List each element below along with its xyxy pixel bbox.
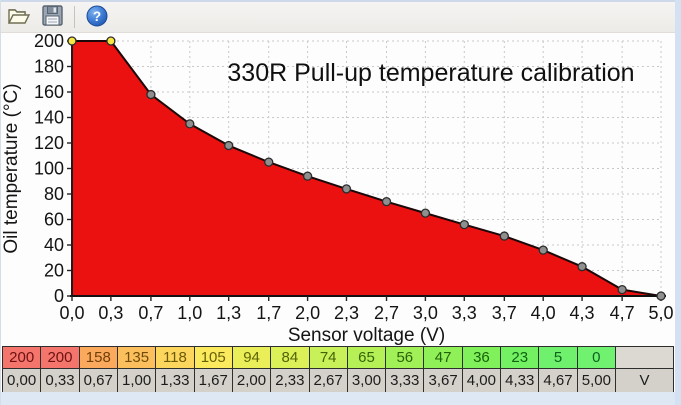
temp-cell-9[interactable]: 65: [347, 347, 387, 369]
x-tick-label: 0,3: [98, 303, 123, 323]
x-axis-title: Sensor voltage (V): [288, 325, 445, 346]
data-point-12[interactable]: [538, 245, 548, 255]
temp-cell-2[interactable]: 158: [79, 347, 118, 369]
voltage-cell-0[interactable]: 0,00: [3, 369, 42, 392]
temp-cell-8[interactable]: 74: [309, 347, 348, 369]
x-tick-label: 4,3: [570, 303, 595, 323]
calibration-table: 200 200 158 135 118 105 94 84 74 65 56 47 36 23 5 0 0,00…: [2, 346, 674, 392]
empty-cell: [616, 347, 673, 369]
temp-cell-7[interactable]: 84: [271, 347, 310, 369]
voltage-cell-10[interactable]: 3,33: [386, 369, 425, 392]
voltage-cell-7[interactable]: 2,33: [271, 369, 310, 392]
voltage-cell-6[interactable]: 2,00: [232, 369, 272, 392]
window-top-edge: [1, 0, 681, 2]
data-point-6[interactable]: [302, 171, 313, 181]
y-tick-label: 60: [44, 210, 64, 230]
voltage-cell-13[interactable]: 4,33: [501, 369, 540, 392]
help-button[interactable]: ?: [84, 5, 110, 29]
y-tick-label: 160: [34, 82, 64, 102]
chart-canvas: 0,0 0,3 0,7 1,0 1,3 1,7 2,0 2,3 2,7 3,0 3,3 3,7 4,0 4…: [1, 31, 674, 346]
temp-cell-5[interactable]: 105: [194, 347, 233, 369]
data-point-9[interactable]: [420, 208, 431, 218]
x-tick-label: 4,0: [531, 303, 556, 323]
voltage-cell-4[interactable]: 1,33: [156, 369, 195, 392]
unit-cell: V: [616, 369, 673, 392]
x-tick-label: 4,7: [610, 303, 635, 323]
y-tick-label: 80: [44, 184, 64, 204]
data-point-14[interactable]: [617, 284, 627, 295]
temp-cell-12[interactable]: 36: [462, 347, 502, 369]
data-point-2[interactable]: [146, 89, 156, 100]
x-tick-label: 2,0: [295, 303, 320, 323]
save-button[interactable]: [39, 5, 65, 29]
data-point-15[interactable]: [656, 291, 666, 301]
chart-title: 330R Pull-up temperature calibration: [227, 59, 634, 87]
y-tick-label: 140: [34, 108, 64, 128]
data-point-0[interactable]: [67, 36, 77, 46]
temp-cell-13[interactable]: 23: [501, 347, 540, 369]
data-point-4[interactable]: [224, 140, 234, 151]
data-point-1[interactable]: [106, 36, 116, 46]
data-point-8[interactable]: [381, 196, 392, 207]
toolbar-separator: [74, 6, 75, 28]
y-axis-title: Oil temperature (°C): [1, 83, 22, 253]
y-tick-label: 0: [54, 286, 64, 306]
calibration-chart: 0,0 0,3 0,7 1,0 1,3 1,7 2,0 2,3 2,7 3,0 3,3 3,7 4,0 4…: [1, 31, 676, 346]
x-tick-label: 3,7: [492, 303, 517, 323]
x-tick-label: 1,3: [216, 303, 241, 323]
temp-cell-0[interactable]: 200: [3, 347, 42, 369]
voltage-cell-1[interactable]: 0,33: [41, 369, 80, 392]
y-tick-label: 100: [34, 159, 64, 179]
svg-text:?: ?: [93, 9, 101, 24]
voltage-cell-11[interactable]: 3,67: [424, 369, 463, 392]
temp-cell-14[interactable]: 5: [539, 347, 578, 369]
x-tick-label: 2,7: [374, 303, 399, 323]
y-tick-label: 20: [44, 261, 64, 281]
x-tick-label: 1,7: [256, 303, 281, 323]
calibration-curve-area: [71, 40, 662, 297]
voltage-cell-9[interactable]: 3,00: [347, 369, 387, 392]
temp-cell-10[interactable]: 56: [386, 347, 425, 369]
toolbar: ?: [1, 2, 681, 33]
voltage-cell-15[interactable]: 5,00: [577, 369, 616, 392]
data-point-10[interactable]: [459, 219, 469, 230]
open-folder-icon: [7, 6, 31, 29]
help-icon: ?: [86, 5, 108, 30]
voltage-cell-14[interactable]: 4,67: [539, 369, 578, 392]
y-tick-label: 40: [44, 235, 64, 255]
voltage-cell-5[interactable]: 1,67: [194, 369, 233, 392]
x-tick-label: 0,7: [138, 303, 163, 323]
x-tick-label: 3,3: [452, 303, 477, 323]
data-point-3[interactable]: [185, 119, 195, 129]
temp-cell-11[interactable]: 47: [424, 347, 463, 369]
data-point-5[interactable]: [264, 157, 274, 167]
x-tick-label: 2,3: [334, 303, 359, 323]
voltage-cell-2[interactable]: 0,67: [79, 369, 118, 392]
data-point-11[interactable]: [499, 231, 509, 241]
x-tick-label: 1,0: [177, 303, 202, 323]
window-right-edge: [675, 0, 681, 405]
y-tick-label: 180: [34, 57, 64, 77]
voltage-cell-8[interactable]: 2,67: [309, 369, 348, 392]
window-bottom-edge: [1, 392, 681, 405]
x-tick-label: 0,0: [59, 303, 84, 323]
data-point-7[interactable]: [341, 184, 352, 194]
temp-cell-6[interactable]: 94: [232, 347, 272, 369]
data-point-13[interactable]: [577, 262, 587, 272]
open-file-button[interactable]: [6, 5, 32, 29]
x-tick-label: 5,0: [648, 303, 673, 323]
temp-cell-15[interactable]: 0: [577, 347, 616, 369]
voltage-cell-12[interactable]: 4,00: [462, 369, 502, 392]
x-tick-label: 3,0: [413, 303, 438, 323]
temp-cell-3[interactable]: 135: [117, 347, 157, 369]
save-icon: [41, 5, 63, 29]
voltage-cell-3[interactable]: 1,00: [117, 369, 157, 392]
y-tick-label: 200: [34, 33, 64, 51]
y-tick-label: 120: [34, 133, 64, 153]
temp-cell-1[interactable]: 200: [41, 347, 80, 369]
temp-cell-4[interactable]: 118: [156, 347, 195, 369]
